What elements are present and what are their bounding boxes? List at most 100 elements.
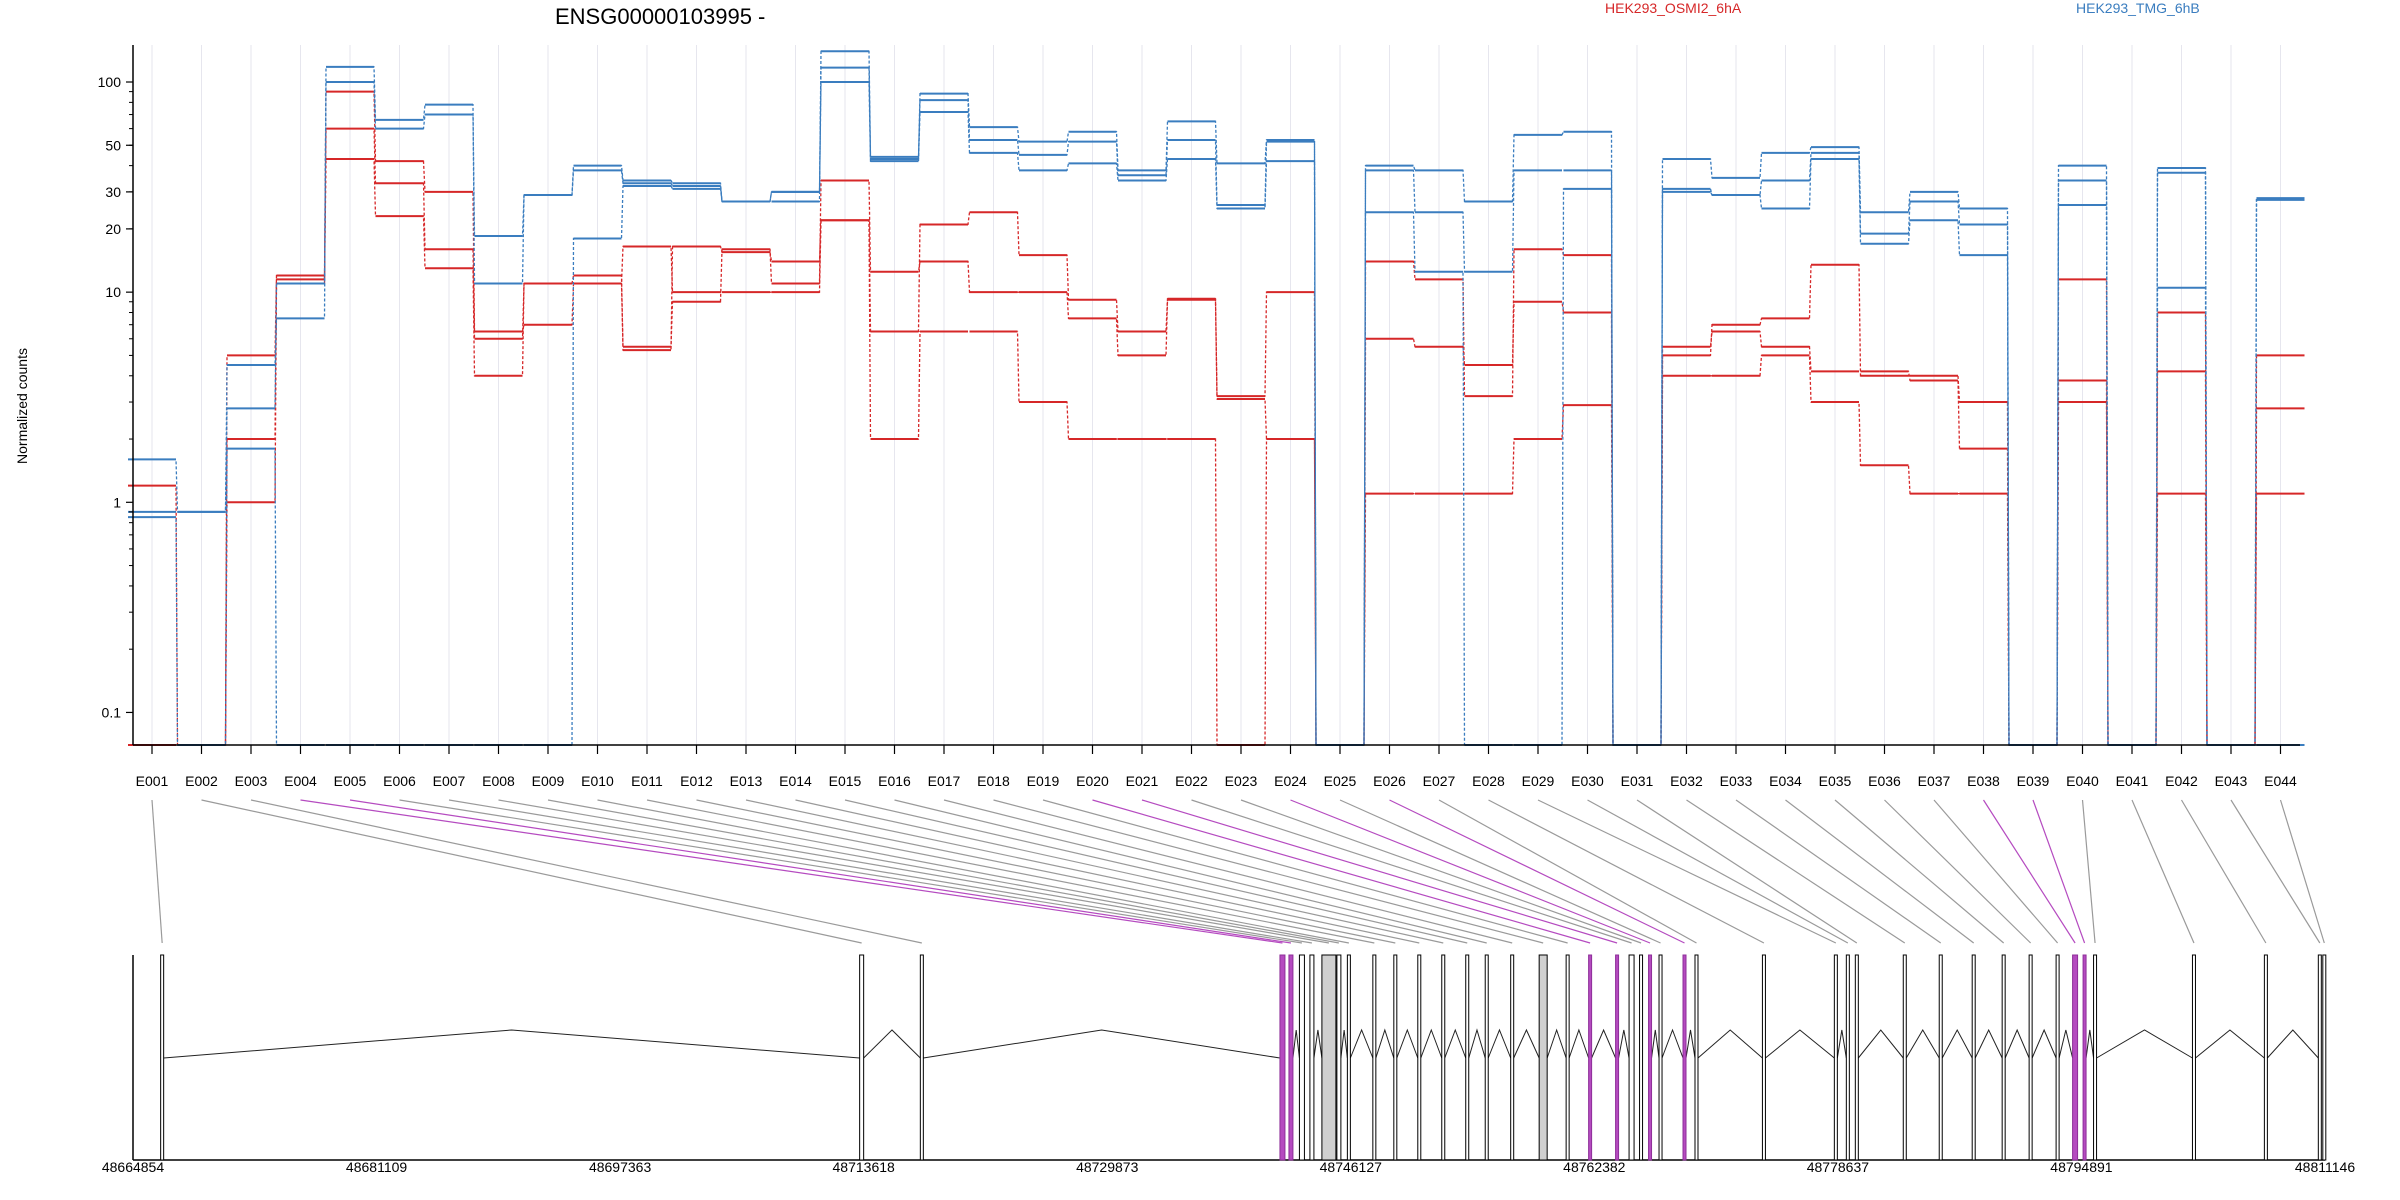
- intron-line: [1857, 1029, 1904, 1059]
- gene-exon: [1393, 954, 1398, 1161]
- exon-connector: [2279, 799, 2325, 944]
- exon-connector: [2230, 799, 2321, 944]
- exon-label: E008: [482, 773, 515, 789]
- exon-label: E024: [1274, 773, 1307, 789]
- exon-connector: [1834, 799, 2005, 944]
- genomic-coordinate-label: 48729873: [1076, 1159, 1139, 1175]
- legend-entry-osmi2: HEK293_OSMI2_6hA: [1605, 0, 1742, 16]
- intron-line: [1591, 1028, 1617, 1059]
- exon-connector: [1636, 799, 1858, 944]
- exon-connector: [745, 799, 1420, 944]
- genomic-coordinate-label: 48664854: [102, 1159, 165, 1175]
- exon-connector: [1191, 799, 1632, 944]
- exon-connector: [2131, 799, 2195, 944]
- y-tick-label: 100: [98, 74, 122, 90]
- exon-connector: [1933, 799, 2059, 944]
- exon-label: E029: [1522, 773, 1555, 789]
- exon-connector: [151, 799, 163, 944]
- intron-line: [1444, 1028, 1467, 1059]
- series-connector: [128, 158, 2305, 746]
- intron-line: [2004, 1028, 2030, 1059]
- y-tick-label: 0.1: [102, 704, 122, 720]
- intron-line: [1313, 1029, 1323, 1059]
- exon-label: E037: [1918, 773, 1951, 789]
- exon-connector: [1389, 799, 1685, 944]
- intron-line: [2085, 1029, 2095, 1059]
- exon-label: E041: [2116, 773, 2149, 789]
- intron-line: [1568, 1028, 1590, 1059]
- gene-exon: [2055, 954, 2060, 1161]
- intron-line: [1651, 1029, 1660, 1059]
- exon-connector: [2081, 799, 2096, 944]
- gene-exon: [1484, 954, 1489, 1161]
- gene-exon: [1417, 954, 1422, 1161]
- exon-label: E032: [1670, 773, 1703, 789]
- intron-line: [2267, 1029, 2319, 1059]
- intron-line: [1487, 1028, 1512, 1059]
- gene-exon: [160, 954, 165, 1161]
- exon-connector: [1735, 799, 1942, 944]
- exon-connector: [1339, 799, 1661, 944]
- intron-line: [1697, 1029, 1763, 1059]
- gene-exon: [1658, 954, 1663, 1161]
- exon-connector: [201, 799, 862, 944]
- genomic-coordinate-label: 48778637: [1807, 1159, 1870, 1175]
- genomic-coordinate-label: 48713618: [833, 1159, 896, 1175]
- series-connector: [128, 127, 2305, 746]
- gene-exon: [1372, 954, 1377, 1161]
- exon-label: E044: [2264, 773, 2297, 789]
- intron-line: [1618, 1029, 1630, 1059]
- exon-label: E025: [1324, 773, 1357, 789]
- exon-label: E036: [1868, 773, 1901, 789]
- exon-label: E022: [1175, 773, 1208, 789]
- exon-connector: [448, 799, 1313, 944]
- exon-connector-lines: [151, 799, 2325, 944]
- exon-connector: [1042, 799, 1568, 944]
- exon-label: E010: [581, 773, 614, 789]
- exon-connector: [1488, 799, 1765, 944]
- exon-connector: [2180, 799, 2267, 944]
- exon-label: E006: [383, 773, 416, 789]
- intron-line: [1546, 1028, 1567, 1059]
- exon-label: E014: [779, 773, 812, 789]
- exon-label: E015: [829, 773, 862, 789]
- gene-exon: [1565, 954, 1570, 1161]
- gene-exon: [2317, 954, 2322, 1161]
- exon-axis-ticks: E001 E002 E003 E004 E005 E006 E007 E008 E009 E010…: [136, 745, 2297, 789]
- gene-exon: [1588, 954, 1593, 1161]
- y-axis-label: Normalized counts: [14, 348, 30, 464]
- intron-line: [1468, 1028, 1486, 1059]
- gene-exon: [2072, 954, 2079, 1161]
- gene-exon: [1321, 954, 1337, 1161]
- gene-model-track: [132, 954, 2327, 1161]
- exon-connector: [597, 799, 1349, 944]
- exon-label: E007: [433, 773, 466, 789]
- exon-label: E016: [878, 773, 911, 789]
- intron-line: [1905, 1029, 1940, 1059]
- gene-exon: [2028, 954, 2033, 1161]
- y-tick-label: 10: [105, 284, 121, 300]
- exon-label: E034: [1769, 773, 1802, 789]
- gene-exon: [1628, 954, 1635, 1161]
- intron-line: [1375, 1028, 1395, 1059]
- exon-connector: [2032, 799, 2086, 944]
- intron-line: [1974, 1028, 2003, 1059]
- gene-exon: [1845, 954, 1850, 1161]
- exon-label: E018: [977, 773, 1010, 789]
- genomic-coordinate-label: 48681109: [346, 1159, 407, 1175]
- gene-exon: [859, 954, 865, 1161]
- gene-exon: [2263, 954, 2268, 1161]
- exon-connector: [1884, 799, 2032, 944]
- gene-exon: [2082, 954, 2087, 1161]
- intron-line: [2096, 1029, 2193, 1059]
- intron-line: [1941, 1028, 1973, 1059]
- gene-exon: [1902, 954, 1907, 1161]
- exon-label: E004: [284, 773, 317, 789]
- exon-label: E027: [1423, 773, 1456, 789]
- gene-exon: [1336, 954, 1342, 1161]
- exon-label: E003: [235, 773, 268, 789]
- y-tick-label: 20: [105, 221, 121, 237]
- intron-line: [2031, 1028, 2057, 1059]
- exon-connector: [1092, 799, 1591, 944]
- exon-label: E035: [1819, 773, 1852, 789]
